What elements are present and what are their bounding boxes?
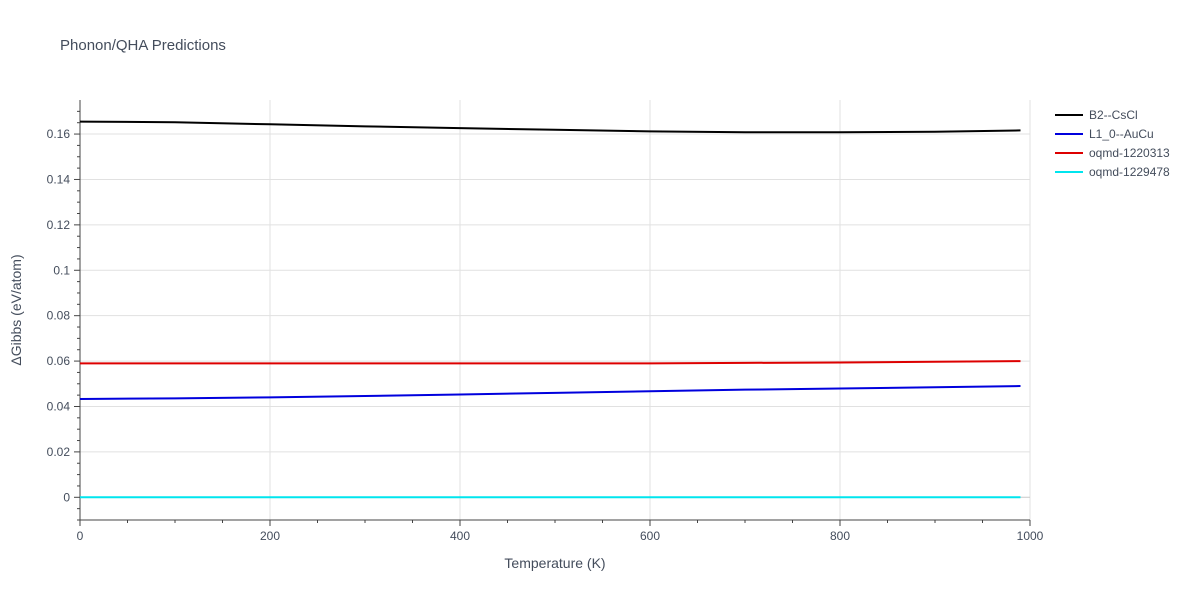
x-tick-label: 600 — [640, 529, 660, 543]
y-tick-label: 0.06 — [47, 354, 71, 368]
series-group — [79, 120, 1021, 499]
series-line-0 — [79, 120, 1021, 134]
x-tick-label: 1000 — [1017, 529, 1044, 543]
legend-label-3[interactable]: oqmd-1229478 — [1089, 165, 1170, 179]
x-tick-label: 800 — [830, 529, 850, 543]
y-tick-label: 0.14 — [47, 172, 71, 186]
series-line-1 — [79, 385, 1021, 400]
y-axis-title: ΔGibbs (eV/atom) — [8, 254, 24, 365]
chart-title: Phonon/QHA Predictions — [60, 37, 226, 54]
axes: 0 200 400 600 800 1000 0 0.02 0.04 0.06 0.08 0.1 0.1… — [47, 100, 1044, 543]
y-tick-label: 0.08 — [47, 309, 71, 323]
legend-label-1[interactable]: L1_0--AuCu — [1089, 127, 1154, 141]
y-tick-label: 0.02 — [47, 445, 71, 459]
y-tick-label: 0.1 — [53, 263, 70, 277]
y-tick-label: 0 — [63, 490, 70, 504]
y-tick-label: 0.04 — [47, 399, 71, 413]
legend: B2--CsCl L1_0--AuCu oqmd-1220313 oqmd-12294… — [1055, 108, 1170, 179]
series-line-2 — [80, 360, 1021, 365]
y-tick-label: 0.16 — [47, 127, 71, 141]
grid — [80, 100, 1031, 520]
x-axis-title: Temperature (K) — [504, 555, 605, 571]
x-tick-label: 200 — [260, 529, 280, 543]
x-tick-label: 0 — [77, 529, 84, 543]
legend-label-2[interactable]: oqmd-1220313 — [1089, 146, 1170, 160]
x-tick-label: 400 — [450, 529, 470, 543]
legend-label-0[interactable]: B2--CsCl — [1089, 108, 1138, 122]
y-tick-label: 0.12 — [47, 218, 71, 232]
